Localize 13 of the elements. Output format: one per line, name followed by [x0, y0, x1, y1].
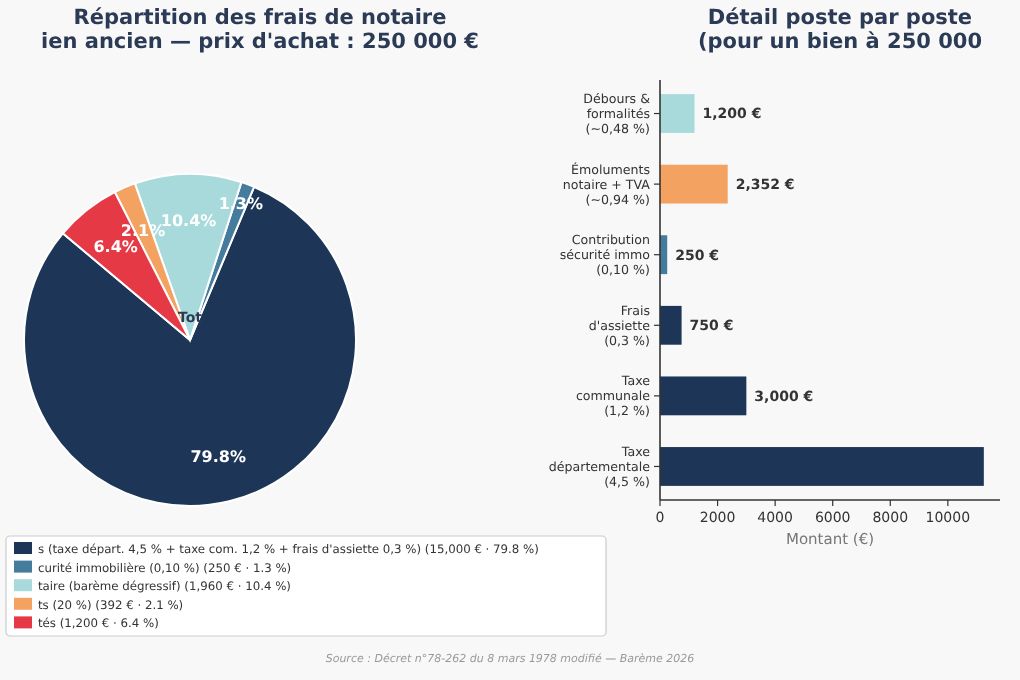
- bar: [660, 305, 682, 345]
- bar: [660, 94, 695, 133]
- chart-subtitle: ien ancien — prix d'achat : 250 000 €: [41, 30, 479, 54]
- bar: [660, 447, 984, 486]
- chart-title: Détail poste par poste: [707, 6, 973, 30]
- bar: [660, 164, 728, 204]
- bar: [660, 376, 747, 416]
- chart-title: Répartition des frais de notaire: [73, 6, 447, 30]
- data-label: 79.8%: [190, 447, 246, 466]
- data-label: 10.4%: [160, 212, 217, 231]
- data-label: 6.4%: [93, 238, 138, 257]
- chart-subtitle: (pour un bien à 250 000: [697, 30, 983, 54]
- data-label: 2.1%: [120, 221, 166, 240]
